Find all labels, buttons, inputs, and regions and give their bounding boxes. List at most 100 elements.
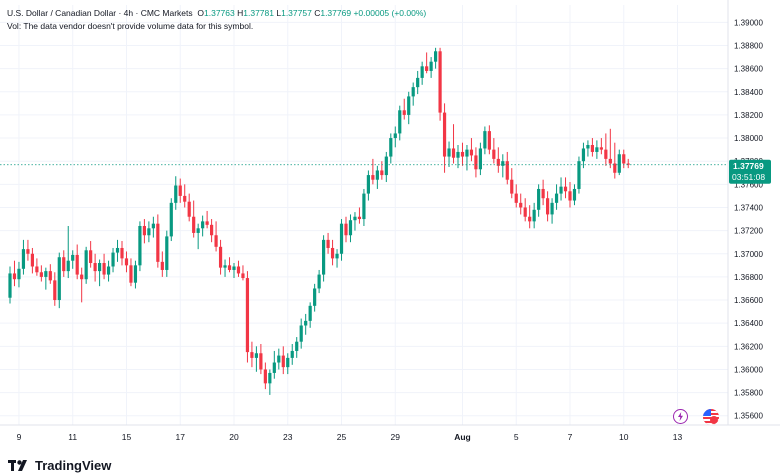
- us-canada-flag-icon[interactable]: [703, 409, 719, 425]
- time-tick-label: 13: [673, 432, 683, 442]
- candle-body: [420, 66, 424, 78]
- candle-body: [398, 110, 402, 134]
- candle-body: [75, 254, 79, 275]
- candle-body: [183, 195, 187, 202]
- time-tick-label: 23: [283, 432, 293, 442]
- lightning-icon[interactable]: [673, 409, 688, 424]
- price-axis[interactable]: 1.35600 1.35800 1.36000 1.36200 1.36400 1.366…: [734, 18, 763, 420]
- close-label: C: [314, 8, 321, 18]
- time-tick-label: 25: [337, 432, 347, 442]
- price-tick-label: 1.37600: [734, 180, 763, 189]
- candle-body: [259, 353, 263, 370]
- time-tick-label: 29: [391, 432, 401, 442]
- candle-body: [474, 155, 478, 170]
- candle-body: [160, 261, 164, 270]
- candle-body: [120, 247, 124, 259]
- price-tick-label: 1.39000: [734, 18, 763, 27]
- candle-body: [514, 193, 518, 203]
- candle-body: [93, 263, 97, 272]
- candle-body: [375, 170, 379, 180]
- candle-body: [272, 362, 276, 373]
- candle-body: [142, 225, 146, 236]
- candle-body: [304, 320, 308, 326]
- candle-body: [71, 254, 75, 261]
- candle-body: [102, 263, 106, 275]
- candle-body: [295, 341, 299, 351]
- candle-body: [537, 188, 541, 210]
- change-value: +0.00005 (+0.00%): [353, 8, 427, 18]
- candle-body: [151, 223, 155, 229]
- candle-body: [35, 266, 39, 273]
- price-tick-label: 1.38000: [734, 134, 763, 143]
- price-tick-label: 1.36000: [734, 365, 763, 374]
- legend-line: U.S. Dollar / Canadian Dollar · 4h · CMC…: [7, 8, 426, 18]
- time-tick-label: 9: [17, 432, 22, 442]
- candle-body: [124, 258, 129, 266]
- candle-body: [380, 170, 384, 176]
- time-tick-label: 7: [568, 432, 573, 442]
- candle-body: [330, 247, 335, 259]
- candle-body: [532, 209, 536, 222]
- candle-body: [84, 250, 88, 280]
- candles: [8, 47, 630, 395]
- candle-body: [48, 271, 52, 281]
- candle-body: [613, 163, 617, 173]
- candle-body: [286, 357, 290, 368]
- candle-body: [317, 274, 321, 289]
- symbol-description[interactable]: U.S. Dollar / Canadian Dollar · 4h · CMC…: [7, 8, 193, 18]
- candle-body: [434, 51, 438, 62]
- candle-body: [411, 87, 415, 97]
- candle-body: [62, 257, 66, 272]
- candle-body: [115, 247, 120, 253]
- candle-body: [308, 305, 312, 321]
- low-label: L: [276, 8, 282, 18]
- candle-body: [478, 148, 482, 170]
- tradingview-mark-icon: [8, 459, 30, 472]
- candle-body: [362, 193, 366, 220]
- candle-body: [12, 273, 17, 280]
- candle-body: [568, 191, 572, 201]
- candle-body: [326, 239, 330, 248]
- grid-lines: [0, 5, 728, 425]
- time-tick-label: 5: [514, 432, 519, 442]
- price-tick-label: 1.36600: [734, 296, 763, 305]
- candle-body: [174, 185, 178, 203]
- candle-body: [187, 201, 191, 217]
- time-axis[interactable]: 9 11 15 17 20 23 25 29 Aug 5 7 10 13: [17, 432, 683, 442]
- candle-body: [595, 147, 599, 152]
- candle-body: [339, 223, 344, 254]
- candle-body: [496, 158, 500, 166]
- price-tag-value: 1.37769: [733, 161, 764, 171]
- candle-body: [147, 228, 151, 236]
- candle-body: [133, 265, 138, 283]
- price-tick-label: 1.37000: [734, 250, 763, 259]
- candle-body: [201, 221, 205, 229]
- open-label: O: [197, 8, 204, 18]
- candle-body: [559, 186, 563, 194]
- candle-body: [245, 278, 250, 353]
- candle-body: [407, 96, 411, 115]
- candle-body: [617, 154, 621, 173]
- candle-body: [487, 131, 491, 150]
- time-tick-label: 17: [176, 432, 186, 442]
- candle-body: [590, 145, 594, 152]
- candle-body: [268, 372, 272, 384]
- candle-body: [447, 148, 451, 157]
- candle-body: [357, 216, 362, 220]
- price-tick-label: 1.36400: [734, 319, 763, 328]
- candle-body: [227, 265, 232, 270]
- price-tag: 1.37769 03:51:08: [729, 159, 771, 184]
- candle-body: [129, 265, 133, 283]
- candle-body: [223, 265, 227, 268]
- candle-body: [205, 221, 209, 225]
- tradingview-logo[interactable]: TradingView: [8, 458, 111, 473]
- time-tick-label: 20: [229, 432, 239, 442]
- candle-body: [442, 112, 447, 157]
- candle-body: [429, 61, 433, 71]
- candle-body: [371, 175, 375, 180]
- lightning-glyph: [678, 412, 683, 421]
- candle-body: [214, 235, 218, 247]
- candle-body: [335, 253, 339, 259]
